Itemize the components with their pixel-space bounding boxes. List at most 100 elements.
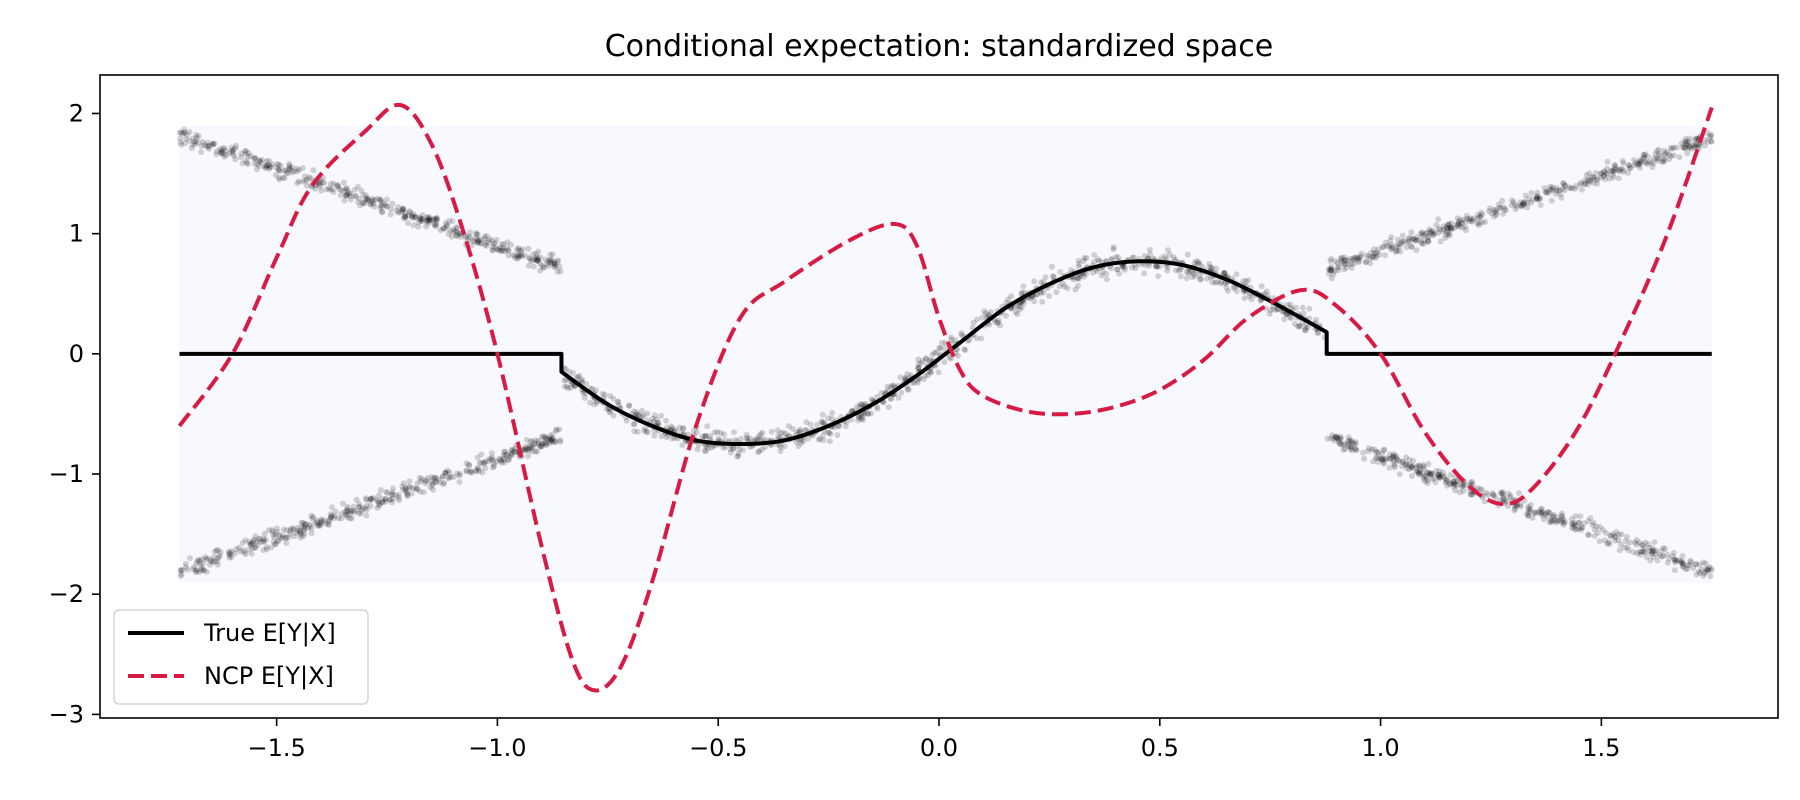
scatter-point	[504, 456, 511, 463]
scatter-point	[1075, 257, 1082, 264]
scatter-point	[856, 414, 863, 421]
scatter-point	[179, 130, 186, 137]
scatter-point	[367, 495, 374, 502]
scatter-point	[1336, 438, 1343, 445]
scatter-point	[182, 560, 189, 567]
scatter-point	[1678, 140, 1685, 147]
scatter-point	[410, 211, 417, 217]
scatter-point	[1334, 264, 1341, 271]
scatter-point	[540, 264, 547, 271]
scatter-point	[1696, 141, 1703, 148]
scatter-point	[384, 489, 391, 496]
scatter-point	[1406, 234, 1413, 241]
scatter-point	[1335, 267, 1342, 274]
scatter-point	[868, 410, 874, 417]
scatter-point	[456, 472, 463, 479]
scatter-point	[1315, 329, 1322, 336]
scatter-point	[1113, 253, 1119, 260]
scatter-point	[1627, 164, 1633, 171]
scatter-point	[639, 414, 646, 421]
scatter-point	[1353, 254, 1359, 261]
scatter-point	[1287, 314, 1293, 320]
scatter-point	[237, 154, 244, 161]
scatter-point	[192, 138, 199, 145]
scatter-point	[1365, 445, 1372, 452]
scatter-point	[884, 383, 891, 390]
scatter-point	[1403, 454, 1410, 461]
scatter-point	[243, 147, 249, 154]
scatter-point	[1656, 552, 1663, 559]
scatter-point	[1209, 279, 1216, 286]
scatter-point	[859, 414, 866, 421]
scatter-point	[1454, 482, 1461, 489]
scatter-point	[1520, 201, 1527, 208]
scatter-point	[1425, 460, 1432, 467]
scatter-point	[1451, 481, 1458, 488]
scatter-point	[1121, 264, 1128, 271]
scatter-point	[1437, 474, 1444, 481]
scatter-point	[417, 216, 424, 223]
scatter-point	[218, 150, 225, 157]
scatter-point	[798, 437, 805, 444]
scatter-point	[368, 496, 375, 502]
scatter-point	[1161, 253, 1168, 260]
scatter-point	[1482, 218, 1489, 225]
scatter-point	[358, 507, 365, 514]
scatter-point	[551, 258, 558, 265]
scatter-point	[1328, 267, 1335, 274]
scatter-point	[1392, 453, 1398, 460]
scatter-point	[1673, 557, 1680, 564]
scatter-point	[1042, 274, 1049, 281]
scatter-point	[1645, 153, 1652, 160]
scatter-point	[517, 251, 524, 258]
scatter-point	[644, 429, 651, 436]
scatter-point	[535, 440, 542, 447]
scatter-point	[1590, 174, 1597, 181]
scatter-point	[1348, 265, 1355, 271]
scatter-point	[279, 534, 286, 541]
scatter-point	[1326, 265, 1333, 272]
scatter-point	[563, 383, 570, 390]
scatter-point	[643, 428, 650, 435]
scatter-point	[1430, 232, 1437, 238]
scatter-point	[447, 473, 454, 480]
scatter-point	[426, 214, 433, 221]
scatter-point	[355, 198, 362, 205]
scatter-point	[937, 345, 944, 352]
scatter-point	[1016, 303, 1023, 310]
scatter-point	[1562, 182, 1568, 189]
scatter-point	[793, 439, 800, 445]
scatter-point	[680, 425, 686, 431]
scatter-point	[376, 501, 383, 508]
scatter-point	[1435, 473, 1442, 480]
scatter-point	[1012, 309, 1019, 315]
scatter-point	[177, 139, 184, 146]
scatter-point	[708, 444, 715, 451]
scatter-point	[1555, 517, 1562, 524]
scatter-point	[1707, 573, 1714, 580]
scatter-point	[1437, 226, 1444, 233]
scatter-point	[374, 195, 381, 202]
scatter-point	[325, 520, 332, 527]
scatter-point	[1501, 206, 1508, 213]
scatter-point	[1559, 514, 1566, 521]
scatter-point	[492, 245, 499, 252]
scatter-point	[256, 157, 263, 164]
scatter-point	[759, 446, 765, 453]
scatter-point	[1700, 572, 1707, 579]
scatter-point	[1609, 171, 1616, 178]
scatter-point	[301, 524, 308, 531]
scatter-point	[238, 150, 245, 157]
scatter-point	[200, 567, 207, 574]
x-tick-label: 1.5	[1582, 734, 1620, 762]
scatter-point	[313, 517, 320, 524]
scatter-point	[1375, 459, 1382, 465]
scatter-point	[1057, 269, 1064, 275]
scatter-point	[550, 439, 557, 446]
scatter-point	[1489, 490, 1496, 497]
scatter-point	[1329, 432, 1336, 439]
scatter-point	[1625, 547, 1632, 554]
scatter-point	[474, 231, 481, 238]
scatter-point	[1559, 185, 1566, 192]
scatter-point	[528, 258, 535, 265]
